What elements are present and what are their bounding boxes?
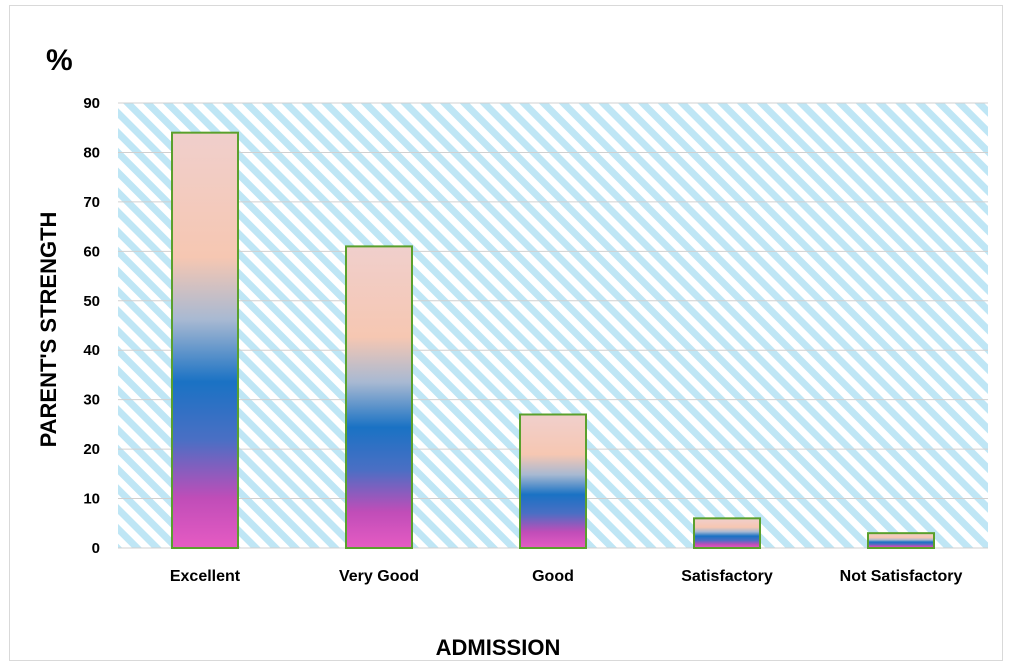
y-tick-label: 90 xyxy=(83,95,100,112)
x-tick-label: Not Satisfactory xyxy=(840,568,963,585)
bar-good xyxy=(519,413,587,549)
y-tick-label: 30 xyxy=(83,392,100,409)
x-tick-label: Good xyxy=(532,568,574,585)
x-tick-label: Very Good xyxy=(339,568,419,585)
y-tick-label: 0 xyxy=(92,540,100,557)
y-axis-ticks: 0 10 20 30 40 50 60 70 80 90 xyxy=(83,95,100,557)
y-tick-label: 20 xyxy=(83,441,100,458)
y-tick-label: 70 xyxy=(83,194,100,211)
y-tick-label: 60 xyxy=(83,243,100,260)
y-tick-label: 50 xyxy=(83,293,100,310)
unit-label: % xyxy=(46,44,73,77)
x-tick-label: Excellent xyxy=(170,568,241,585)
y-tick-label: 10 xyxy=(83,491,100,508)
y-tick-label: 40 xyxy=(83,342,100,359)
x-axis-title: ADMISSION xyxy=(436,635,561,660)
bar-not-satisfactory xyxy=(867,532,935,550)
y-axis-title: PARENT'S STRENGTH xyxy=(36,212,61,448)
bar-excellent xyxy=(171,131,239,550)
bar-very-good xyxy=(345,245,413,549)
bar-satisfactory xyxy=(693,517,761,549)
x-tick-label: Satisfactory xyxy=(681,568,773,585)
bars xyxy=(171,131,935,550)
x-axis-categories: Excellent Very Good Good Satisfactory Not Sa… xyxy=(170,568,963,585)
y-tick-label: 80 xyxy=(83,144,100,161)
